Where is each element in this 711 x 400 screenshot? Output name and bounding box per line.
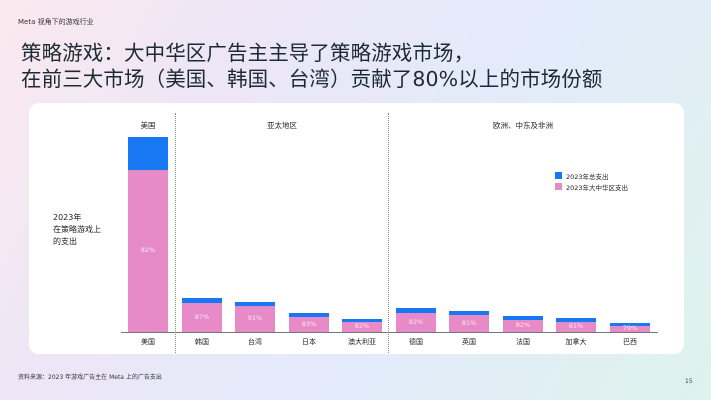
- bar: 91%: [235, 302, 275, 332]
- bar: 81%: [556, 318, 596, 332]
- bar-percent-label: 82%: [515, 321, 531, 329]
- group-label-emea: 欧洲、中东及非洲: [493, 121, 553, 130]
- bar: 82%: [503, 316, 543, 332]
- bar: 81%: [449, 311, 489, 332]
- legend-item-greater-china: 2023年大中华区支出: [555, 181, 628, 192]
- legend-item-total: 2023年总支出: [555, 170, 628, 181]
- legend-label: 2023年大中华区支出: [566, 183, 629, 192]
- title-line-1: 策略游戏：大中华区广告主主导了策略游戏市场，: [21, 41, 475, 65]
- bar-percent-label: 87%: [194, 312, 210, 321]
- bar-percent-label: 83%: [301, 319, 317, 328]
- group-label-apac: 亚太地区: [267, 121, 297, 130]
- bar: 79%: [610, 323, 650, 332]
- bar: 82%: [128, 137, 168, 332]
- bar-segment-greater-china: [235, 306, 275, 332]
- bar-percent-label: 79%: [622, 324, 638, 332]
- bar-segment-greater-china: [289, 317, 329, 332]
- bar-segment-greater-china: [610, 326, 650, 332]
- x-axis-category-label: 法国: [516, 338, 530, 346]
- section-label: Meta 视角下的游戏行业: [18, 18, 94, 26]
- bar-percent-label: 82%: [354, 322, 370, 330]
- legend-swatch-pink: [555, 183, 562, 190]
- page-number: 15: [685, 378, 693, 385]
- chart-legend: 2023年总支出 2023年大中华区支出: [555, 170, 628, 192]
- y-axis-label-line: 的支出: [53, 237, 77, 246]
- bar-percent-label: 82%: [408, 317, 424, 326]
- y-axis-label-line: 在策略游戏上: [53, 225, 101, 234]
- bar-percent-label: 81%: [461, 318, 477, 327]
- x-axis-category-label: 巴西: [623, 338, 637, 346]
- bar: 87%: [182, 298, 222, 332]
- group-label-us: 美国: [140, 121, 156, 130]
- x-axis-category-label: 澳大利亚: [348, 338, 376, 346]
- x-axis-category-label: 德国: [409, 338, 423, 346]
- bar-segment-greater-china: [556, 322, 596, 332]
- title-line-2: 在前三大市场（美国、韩国、台湾）贡献了80%以上的市场份额: [21, 67, 603, 91]
- bar: 82%: [396, 308, 436, 332]
- legend-swatch-blue: [555, 172, 562, 179]
- bar-segment-greater-china: [182, 303, 222, 332]
- y-axis-label: 2023年 在策略游戏上 的支出: [53, 212, 101, 248]
- bar: 83%: [289, 313, 329, 332]
- bar-segment-greater-china: [449, 315, 489, 332]
- slide-title: 策略游戏：大中华区广告主主导了策略游戏市场， 在前三大市场（美国、韩国、台湾）贡…: [21, 40, 602, 92]
- x-axis-category-label: 韩国: [195, 338, 209, 346]
- x-axis-category-label: 加拿大: [565, 338, 587, 346]
- x-axis-category-label: 美国: [141, 338, 155, 346]
- legend-label: 2023年总支出: [566, 172, 609, 181]
- bar-percent-label: 91%: [247, 314, 263, 322]
- source-note: 资料来源：2023 年游戏广告主在 Meta 上的广告支出: [18, 374, 162, 381]
- x-axis-category-label: 日本: [302, 338, 316, 346]
- x-axis-category-label: 英国: [462, 338, 476, 346]
- x-axis-category-label: 台湾: [248, 338, 262, 346]
- bar: 82%: [342, 319, 382, 332]
- group-divider: [388, 113, 389, 353]
- bar-segment-greater-china: [342, 322, 382, 332]
- x-axis-line: [121, 332, 658, 333]
- bar-percent-label: 81%: [568, 322, 584, 330]
- group-divider: [175, 113, 176, 353]
- y-axis-label-line: 2023年: [53, 213, 82, 222]
- bar-segment-greater-china: [396, 313, 436, 332]
- bar-segment-greater-china: [128, 170, 168, 332]
- bar-segment-greater-china: [503, 320, 543, 332]
- bar-percent-label: 82%: [140, 246, 156, 254]
